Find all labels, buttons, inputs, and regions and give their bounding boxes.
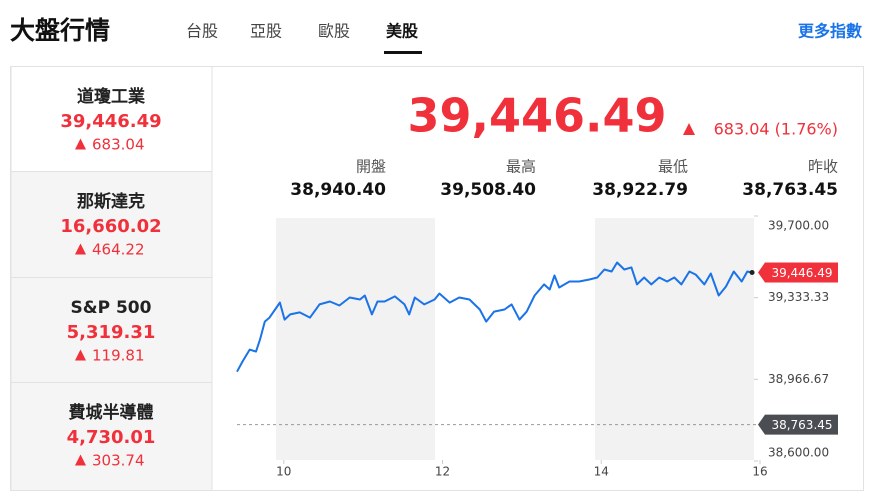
tab[interactable]: 美股 bbox=[386, 22, 419, 41]
quote-change: 683.04 (1.76%) bbox=[714, 120, 838, 139]
price-tag bbox=[758, 262, 838, 283]
index-value: 39,446.49 bbox=[60, 111, 161, 132]
x-tick-label: 16 bbox=[752, 465, 767, 479]
shade-band bbox=[276, 218, 435, 460]
page-title: 大盤行情 bbox=[10, 16, 110, 45]
index-change: 303.74 bbox=[92, 452, 145, 470]
stat-label: 開盤 bbox=[356, 158, 386, 176]
tab-underline bbox=[384, 51, 422, 54]
index-value: 4,730.01 bbox=[67, 427, 156, 448]
y-tick-label: 38,966.67 bbox=[768, 372, 829, 386]
up-arrow bbox=[683, 123, 695, 135]
index-value: 5,319.31 bbox=[67, 322, 156, 343]
index-row[interactable] bbox=[10, 66, 213, 172]
stat-value: 38,922.79 bbox=[592, 180, 688, 200]
stat-label: 昨收 bbox=[808, 158, 838, 176]
up-arrow bbox=[75, 243, 86, 255]
last-point bbox=[749, 269, 755, 275]
y-tick-label: 38,600.00 bbox=[768, 446, 829, 460]
tab[interactable]: 台股 bbox=[186, 22, 218, 41]
stat-label: 最高 bbox=[506, 158, 536, 176]
index-name: 那斯達克 bbox=[77, 191, 145, 212]
x-tick-label: 12 bbox=[435, 465, 450, 479]
y-tick-label: 39,700.00 bbox=[768, 219, 829, 233]
up-arrow bbox=[75, 349, 86, 361]
index-row[interactable] bbox=[10, 277, 213, 383]
index-change: 464.22 bbox=[92, 241, 145, 259]
quote-price: 39,446.49 bbox=[408, 89, 667, 143]
price-tag-label: 39,446.49 bbox=[771, 266, 832, 280]
tab[interactable]: 亞股 bbox=[250, 22, 282, 41]
index-change: 119.81 bbox=[92, 347, 145, 365]
index-value: 16,660.02 bbox=[60, 216, 161, 237]
stat-label: 最低 bbox=[658, 158, 688, 176]
price-line bbox=[236, 261, 753, 373]
x-tick-label: 10 bbox=[276, 465, 291, 479]
index-name: 費城半導體 bbox=[69, 402, 154, 423]
price-tag-label: 38,763.45 bbox=[771, 418, 832, 432]
price-tag bbox=[758, 414, 838, 435]
stat-value: 38,940.40 bbox=[290, 180, 386, 200]
index-name: S&P 500 bbox=[71, 298, 152, 318]
more-link[interactable]: 更多指數 bbox=[798, 22, 862, 41]
tab[interactable]: 歐股 bbox=[318, 22, 350, 41]
stat-value: 38,763.45 bbox=[742, 180, 838, 200]
index-change: 683.04 bbox=[92, 136, 145, 154]
y-tick-label: 39,333.33 bbox=[768, 290, 829, 304]
up-arrow bbox=[75, 454, 86, 466]
stat-value: 39,508.40 bbox=[440, 180, 536, 200]
shade-band bbox=[595, 218, 754, 460]
x-tick-label: 14 bbox=[594, 465, 609, 479]
index-row[interactable] bbox=[10, 382, 213, 491]
index-name: 道瓊工業 bbox=[77, 86, 145, 107]
up-arrow bbox=[75, 138, 86, 150]
